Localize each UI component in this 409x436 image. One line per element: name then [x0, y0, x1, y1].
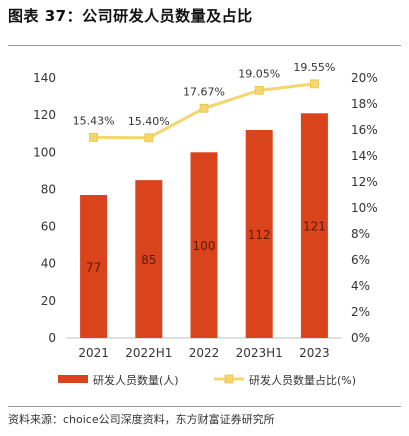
x-tick-label: 2023H1 — [236, 346, 283, 360]
bar — [80, 195, 108, 338]
left-tick-label: 40 — [41, 257, 56, 271]
bar — [190, 152, 218, 338]
left-tick-label: 80 — [41, 182, 56, 196]
line-value-labels: 15.43% 15.40% 17.67% 19.05% 19.55% — [73, 61, 336, 128]
legend-bar-label: 研发人员数量(人) — [93, 373, 179, 387]
bar — [245, 130, 273, 338]
line-value-label: 19.55% — [293, 61, 335, 74]
legend-line-marker — [224, 374, 234, 384]
right-tick-label: 8% — [351, 227, 370, 241]
left-tick-label: 20 — [41, 294, 56, 308]
right-tick-label: 16% — [351, 123, 378, 137]
left-tick-label: 120 — [33, 108, 56, 122]
bar-value-label: 121 — [303, 220, 326, 234]
left-axis: 0 20 40 60 80 100 120 140 — [33, 71, 56, 345]
bar-value-label: 112 — [248, 228, 271, 242]
line-markers — [89, 79, 319, 143]
x-tick-label: 2021 — [78, 346, 109, 360]
right-tick-label: 6% — [351, 253, 370, 267]
source-divider — [8, 406, 401, 407]
line-value-label: 15.43% — [73, 114, 115, 127]
left-tick-label: 0 — [48, 331, 56, 345]
bar-value-labels: 77 85 100 112 121 — [86, 220, 326, 275]
source-note: 资料来源：choice公司深度资料，东方财富证券研究所 — [8, 413, 275, 426]
line-marker — [89, 133, 98, 142]
right-tick-label: 12% — [351, 175, 378, 189]
title-divider — [8, 45, 401, 46]
right-tick-label: 20% — [351, 71, 378, 85]
page-title: 图表 37：公司研发人员数量及占比 — [8, 7, 253, 25]
line-value-label: 15.40% — [128, 115, 170, 128]
x-axis: 2021 2022H1 2022 2023H1 2023 — [78, 346, 329, 360]
right-tick-label: 18% — [351, 97, 378, 111]
right-tick-label: 4% — [351, 279, 370, 293]
line-marker — [309, 79, 319, 89]
right-tick-label: 10% — [351, 201, 378, 215]
bar-value-label: 100 — [193, 239, 216, 253]
right-tick-label: 0% — [351, 331, 370, 345]
bar — [135, 180, 163, 338]
legend: 研发人员数量(人) 研发人员数量占比(%) — [58, 373, 356, 387]
bar-value-label: 77 — [86, 261, 101, 275]
bar-series — [80, 113, 328, 339]
line-value-label: 19.05% — [238, 67, 280, 80]
left-tick-label: 60 — [41, 220, 56, 234]
line-marker — [199, 103, 209, 113]
line-value-label: 17.67% — [183, 85, 225, 98]
right-tick-label: 2% — [351, 305, 370, 319]
left-tick-label: 100 — [33, 145, 56, 159]
left-tick-label: 140 — [33, 71, 56, 85]
legend-bar-swatch — [58, 375, 88, 383]
legend-line-label: 研发人员数量占比(%) — [249, 373, 356, 387]
bar-value-label: 85 — [141, 253, 156, 267]
right-tick-label: 14% — [351, 149, 378, 163]
line-marker — [254, 85, 264, 95]
x-tick-label: 2022H1 — [125, 346, 172, 360]
line-marker — [144, 133, 154, 143]
right-axis: 0% 2% 4% 6% 8% 10% 12% 14% 16% 18% 20% — [351, 71, 378, 345]
x-tick-label: 2023 — [299, 346, 330, 360]
bar — [300, 113, 328, 339]
chart: 0 20 40 60 80 100 120 140 0% 2% 4% 6% 8% 10% 12% 14% 16… — [33, 61, 378, 387]
x-tick-label: 2022 — [189, 346, 220, 360]
